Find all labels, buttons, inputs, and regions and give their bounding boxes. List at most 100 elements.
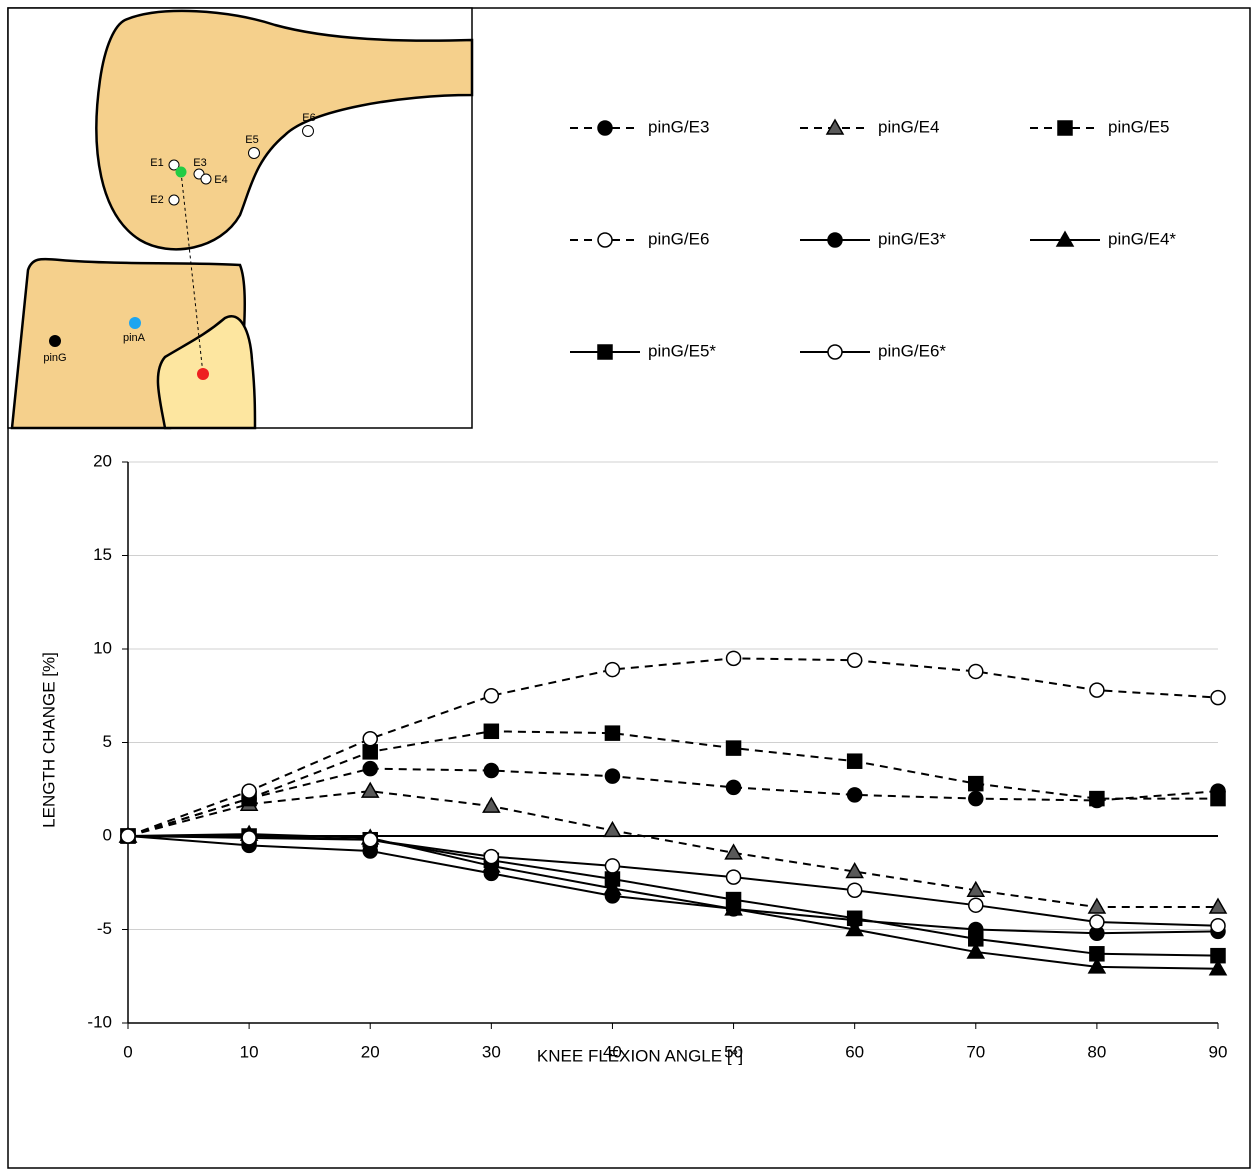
x-tick-label: 80 — [1087, 1042, 1106, 1061]
marker — [846, 910, 863, 927]
marker — [827, 344, 843, 360]
legend-entry: pinG/E6* — [800, 341, 946, 360]
legend-entry: pinG/E6 — [570, 229, 709, 248]
y-tick-label: 15 — [93, 545, 112, 564]
series-line — [127, 767, 1219, 837]
marker — [725, 869, 742, 885]
x-tick-label: 20 — [361, 1042, 380, 1061]
marker — [1210, 947, 1226, 964]
y-axis-title: LENGTH CHANGE [%] — [39, 652, 58, 828]
point — [302, 125, 314, 137]
marker — [482, 796, 501, 813]
series — [118, 781, 1228, 914]
marker — [603, 820, 622, 838]
marker — [1055, 230, 1075, 247]
legend-entry: pinG/E5 — [1030, 117, 1169, 136]
tibia — [10, 257, 246, 430]
series-line — [127, 730, 1218, 837]
marker — [604, 661, 621, 678]
legend-entry: pinG/E4* — [1030, 229, 1176, 248]
legend-label: pinG/E5* — [648, 341, 716, 360]
inset-label: pinA — [123, 332, 146, 344]
marker — [968, 775, 984, 792]
marker — [1210, 918, 1226, 934]
marker — [1087, 957, 1107, 974]
marker — [1089, 682, 1105, 698]
inset-label: E5 — [245, 134, 258, 146]
marker — [725, 740, 742, 756]
marker — [362, 760, 378, 777]
marker — [604, 725, 621, 741]
marker — [825, 118, 845, 135]
connector — [180, 171, 204, 375]
point — [197, 368, 209, 380]
marker — [241, 830, 257, 846]
inset-label: E3 — [193, 157, 206, 169]
legend-entry: pinG/E4 — [800, 117, 939, 136]
marker — [362, 831, 378, 848]
series-line — [127, 833, 1219, 970]
inset-label: E6 — [302, 112, 315, 124]
marker — [483, 848, 500, 865]
marker — [968, 663, 984, 680]
legend-label: pinG/E6 — [648, 229, 709, 248]
y-tick-label: 5 — [103, 732, 112, 751]
x-tick-label: 90 — [1209, 1042, 1228, 1061]
x-tick-label: 50 — [724, 1042, 743, 1061]
marker — [968, 897, 984, 913]
marker — [968, 931, 984, 947]
legend-label: pinG/E3 — [648, 117, 709, 136]
x-tick-label: 10 — [240, 1042, 259, 1061]
marker — [1089, 790, 1105, 807]
point — [200, 173, 212, 185]
series-line — [127, 657, 1219, 837]
marker — [724, 843, 743, 860]
marker — [603, 878, 622, 896]
marker — [1208, 959, 1228, 976]
series — [120, 650, 1226, 844]
marker — [120, 828, 136, 844]
inset-label: E2 — [150, 194, 163, 206]
marker — [241, 783, 257, 799]
x-tick-label: 40 — [603, 1042, 622, 1061]
marker — [597, 120, 613, 136]
marker — [846, 787, 863, 803]
legend-label: pinG/E3* — [878, 229, 946, 248]
marker — [483, 762, 500, 779]
marker — [966, 880, 986, 897]
marker — [1210, 790, 1226, 807]
point — [168, 194, 180, 206]
marker — [604, 768, 621, 784]
point — [175, 166, 187, 178]
series — [120, 828, 1226, 941]
marker — [1057, 120, 1073, 136]
series-line — [127, 835, 1219, 935]
legend-entry: pinG/E3* — [800, 229, 946, 248]
marker — [362, 744, 378, 760]
y-tick-label: 0 — [103, 825, 112, 844]
x-axis-title: KNEE FLEXION ANGLE [°] — [537, 1046, 743, 1065]
x-tick-label: 30 — [482, 1042, 501, 1061]
legend-entry: pinG/E5* — [570, 341, 716, 360]
series — [120, 828, 1226, 934]
marker — [604, 858, 621, 874]
marker — [483, 723, 500, 740]
marker — [724, 899, 743, 916]
marker — [597, 232, 613, 248]
inset-label: pinG — [43, 352, 66, 364]
marker — [966, 942, 986, 959]
series-line — [127, 835, 1219, 927]
legend-label: pinG/E5 — [1108, 117, 1169, 136]
marker — [725, 779, 742, 796]
y-tick-label: 20 — [93, 451, 112, 470]
frame — [7, 7, 1251, 1169]
marker — [845, 862, 864, 879]
point — [49, 335, 61, 347]
x-tick-label: 60 — [845, 1042, 864, 1061]
legend-entry: pinG/E3 — [570, 117, 709, 136]
marker — [845, 919, 864, 937]
marker — [725, 650, 742, 667]
inset: E1 E2 E3 E4 E5 E6 pinG pinA — [7, 7, 474, 430]
